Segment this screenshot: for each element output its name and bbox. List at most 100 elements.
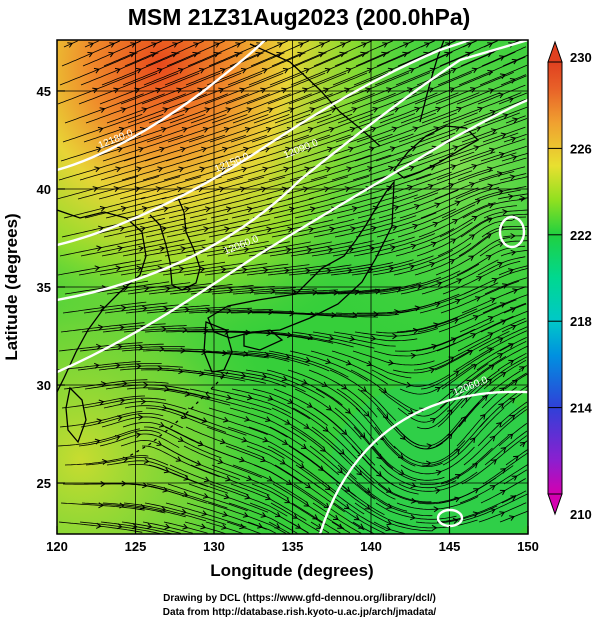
- streamline-arrow: [388, 265, 395, 272]
- streamline-arrow: [93, 362, 100, 369]
- streamline-arrow: [98, 225, 104, 232]
- coastline-shikoku: [243, 329, 284, 351]
- streamline-arrow: [455, 474, 461, 480]
- streamline-arrow: [450, 337, 457, 343]
- streamline: [504, 373, 528, 390]
- streamline-arrow: [341, 429, 348, 436]
- streamline-arrow: [182, 226, 189, 232]
- streamline-arrow: [344, 87, 351, 94]
- streamline-arrow: [386, 487, 392, 493]
- streamline-arrow: [363, 411, 370, 417]
- streamline-arrow: [122, 456, 129, 463]
- streamline-arrow: [473, 488, 480, 494]
- streamline-arrow: [337, 467, 344, 474]
- streamline-arrow: [309, 107, 316, 113]
- streamline-arrow: [261, 373, 268, 380]
- streamline: [477, 256, 526, 276]
- streamline: [519, 440, 528, 447]
- streamline-arrow: [117, 343, 123, 350]
- streamline-arrow: [143, 458, 150, 464]
- streamline-arrow: [390, 245, 396, 251]
- streamline-arrow: [134, 87, 141, 94]
- streamline-arrow: [386, 519, 393, 526]
- streamline-arrow: [281, 87, 288, 94]
- streamline-arrow: [469, 182, 475, 188]
- streamline-arrow: [465, 51, 472, 58]
- streamline-arrow: [469, 234, 475, 240]
- streamline-arrow: [266, 226, 273, 233]
- streamline-arrow: [510, 324, 517, 331]
- streamline-arrow: [432, 221, 439, 228]
- streamline-arrow: [150, 51, 157, 58]
- streamline-arrow: [472, 511, 479, 518]
- streamline-arrow: [487, 316, 494, 322]
- streamline-arrow: [408, 264, 415, 270]
- streamline: [461, 286, 526, 314]
- streamline-arrow: [434, 386, 441, 393]
- streamline-arrow: [164, 385, 170, 392]
- streamline: [376, 40, 435, 67]
- streamline-arrow: [472, 315, 479, 321]
- streamline-arrow: [366, 360, 373, 367]
- streamline-arrow: [282, 67, 289, 74]
- streamline-arrow: [353, 514, 360, 521]
- streamline: [480, 310, 528, 333]
- x-tick-label: 145: [439, 539, 461, 554]
- streamline-arrow: [499, 55, 505, 61]
- streamline-arrow: [134, 186, 141, 192]
- streamline-arrow: [393, 205, 400, 211]
- streamline-arrow: [92, 186, 99, 192]
- streamline-arrow: [431, 524, 438, 531]
- streamline-arrow: [203, 226, 210, 233]
- figure-title: MSM 21Z31Aug2023 (200.0hPa): [128, 4, 471, 30]
- streamline-arrow: [141, 206, 148, 212]
- streamline-arrow: [345, 408, 351, 414]
- streamline-arrow: [344, 486, 351, 493]
- streamline-arrow: [430, 418, 436, 424]
- x-tick-label: 150: [517, 539, 539, 554]
- streamline-arrow: [247, 308, 253, 315]
- streamline-arrow: [486, 378, 493, 384]
- streamline: [459, 138, 526, 162]
- streamline-arrow: [284, 353, 291, 360]
- streamline-arrow: [221, 524, 228, 530]
- streamline-arrow: [135, 67, 142, 74]
- streamline-arrow: [328, 126, 335, 133]
- streamline-arrow: [416, 284, 423, 290]
- streamline-arrow: [502, 113, 509, 119]
- credit-line-1: Drawing by DCL (https://www.gfd-dennou.o…: [163, 593, 436, 604]
- streamline-arrow: [434, 202, 441, 208]
- streamline: [481, 372, 527, 409]
- streamline-arrow: [220, 166, 227, 173]
- streamline-arrow: [452, 517, 459, 524]
- streamline-arrow: [163, 306, 169, 313]
- streamline-arrow: [180, 246, 187, 252]
- streamline-arrow: [98, 399, 105, 406]
- coastline-hokkaido: [393, 125, 480, 179]
- colorbar-tick-label: 218: [570, 314, 592, 329]
- streamline-arrow: [386, 185, 393, 192]
- coastline-china: [57, 209, 147, 393]
- streamline-arrow: [304, 356, 311, 363]
- streamline-arrow: [477, 106, 484, 113]
- streamline-arrow: [239, 456, 246, 463]
- streamline-arrow: [155, 186, 162, 193]
- streamline-arrow: [225, 475, 232, 482]
- streamline-arrow: [95, 343, 102, 350]
- streamline-arrow: [100, 381, 107, 388]
- streamline: [331, 521, 351, 534]
- streamline-arrow: [356, 469, 363, 476]
- streamline-arrow: [97, 126, 104, 133]
- streamline-arrow: [199, 266, 206, 273]
- streamline-arrow: [116, 523, 123, 530]
- streamline-arrow: [242, 512, 249, 518]
- streamline-arrow: [97, 324, 104, 331]
- streamline-arrow: [175, 456, 182, 462]
- streamline-arrow: [223, 127, 230, 133]
- streamline-arrow: [376, 471, 383, 477]
- streamline: [479, 240, 528, 257]
- streamline-arrow: [520, 195, 526, 202]
- streamline-arrow: [510, 233, 516, 240]
- streamline-arrow: [218, 186, 225, 193]
